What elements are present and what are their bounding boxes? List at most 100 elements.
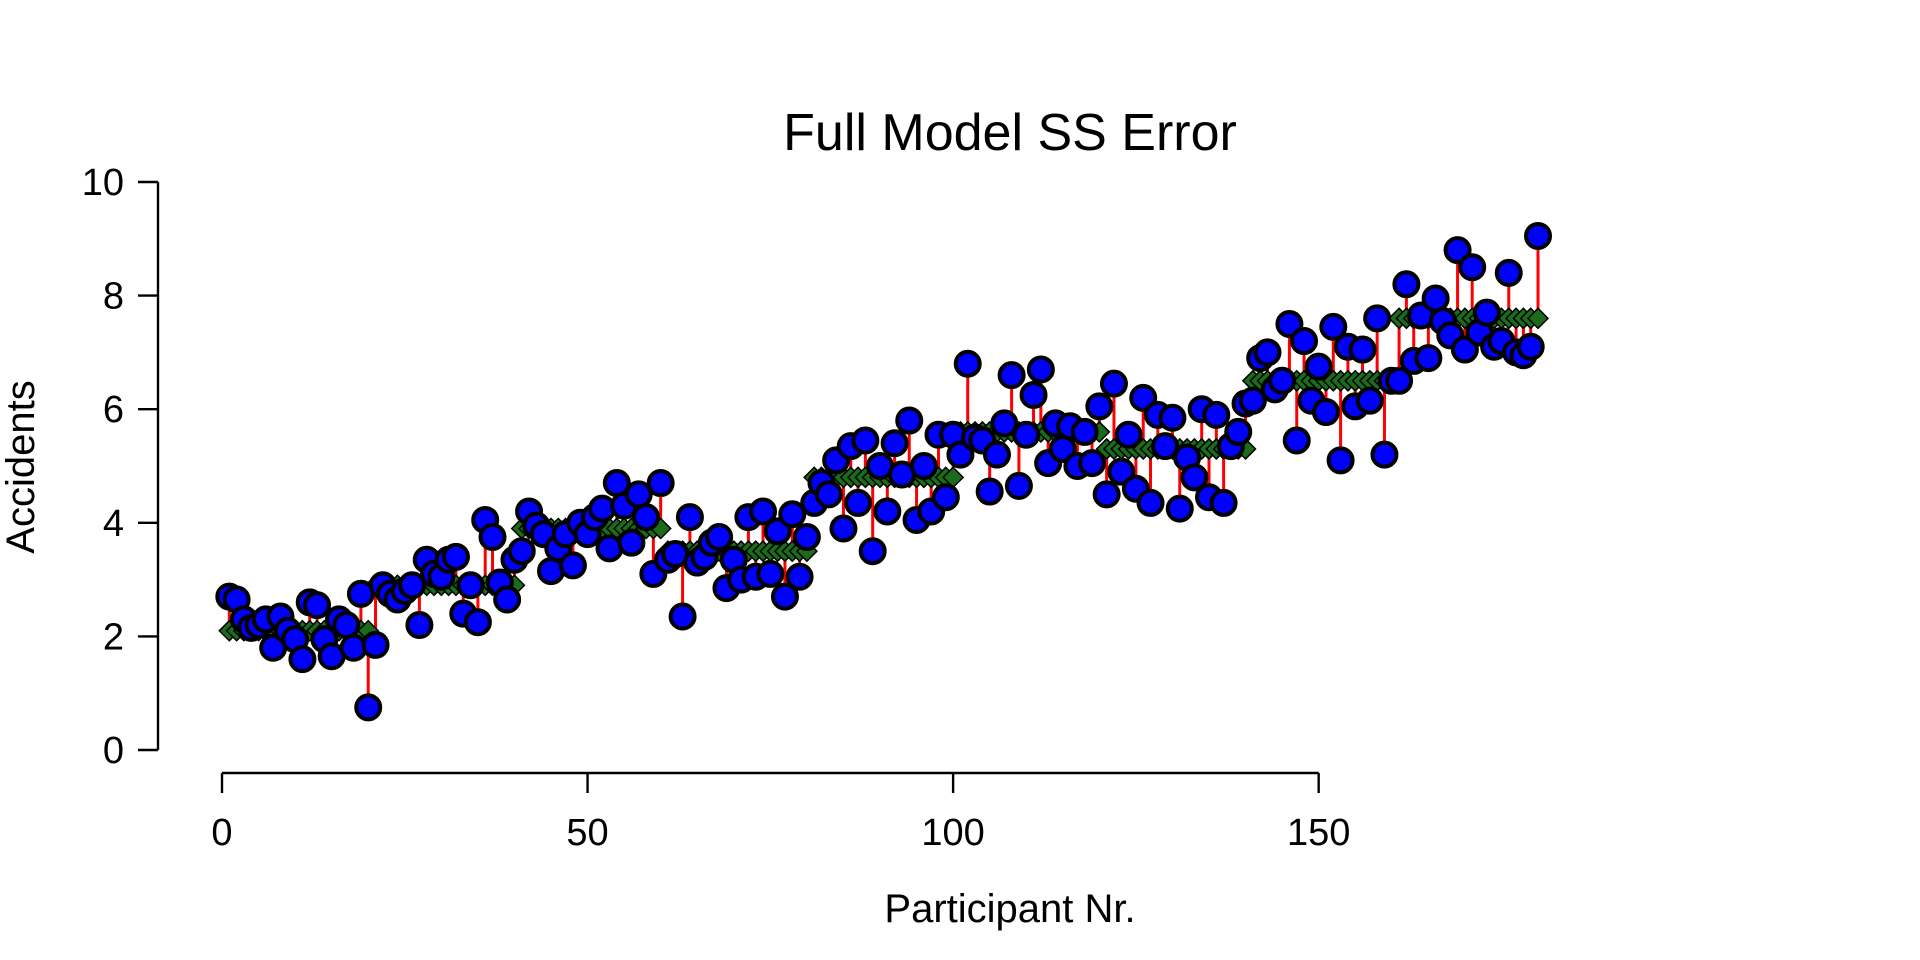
observed-point: [1004, 471, 1033, 500]
observed-point: [1202, 400, 1231, 429]
observed-point: [705, 523, 734, 551]
observed-point: [354, 693, 383, 722]
observed-point: [1363, 304, 1392, 333]
observed-point: [909, 452, 938, 480]
observed-point: [895, 406, 924, 435]
observed-point: [975, 477, 1004, 506]
observed-point: [332, 611, 361, 640]
observed-point: [646, 469, 675, 498]
observed-point: [1085, 392, 1114, 421]
observed-point: [873, 497, 902, 526]
observed-point: [1319, 312, 1348, 341]
observed-point: [953, 349, 982, 378]
observed-point: [770, 582, 799, 611]
observed-point: [946, 440, 975, 469]
observed-point: [1165, 494, 1194, 523]
observed-point: [814, 480, 843, 509]
observed-point: [617, 528, 646, 557]
observed-point: [1019, 381, 1048, 409]
model-point: [1526, 307, 1550, 330]
observed-point: [1224, 417, 1253, 446]
observed-point: [1282, 426, 1311, 455]
observed-point: [632, 503, 661, 532]
observed-point: [1326, 446, 1355, 475]
observed-point: [303, 591, 332, 620]
observed-point: [880, 429, 909, 458]
observed-point: [1078, 449, 1107, 478]
x-axis: 0 50 100 150: [211, 771, 1350, 854]
observed-point: [1026, 355, 1055, 384]
y-axis-label: Accidents: [0, 380, 43, 553]
y-tick-label: 2: [103, 616, 124, 658]
observed-point: [668, 602, 697, 631]
observed-point: [493, 585, 522, 614]
chart-title: Full Model SS Error: [783, 104, 1237, 162]
observed-point: [1355, 386, 1384, 415]
observed-point: [1136, 488, 1165, 517]
observed-point: [558, 551, 587, 580]
observed-point: [1129, 383, 1158, 412]
observed-point: [1450, 335, 1479, 364]
observed-point: [1516, 332, 1545, 361]
observed-point: [1253, 338, 1282, 367]
x-tick-label: 100: [921, 812, 984, 854]
observed-point: [844, 488, 873, 517]
observed-point: [749, 497, 778, 526]
observed-point: [756, 559, 785, 588]
observed-point: [1209, 488, 1238, 517]
y-tick-label: 0: [103, 730, 124, 772]
x-tick-label: 150: [1287, 812, 1350, 854]
observed-point: [1524, 221, 1552, 250]
observed-point: [1275, 310, 1304, 338]
observed-point: [1238, 386, 1267, 415]
x-axis-label: Participant Nr.: [884, 887, 1135, 931]
observed-point: [1180, 463, 1209, 492]
y-tick-label: 6: [103, 389, 124, 431]
observed-point: [507, 537, 536, 566]
observed-point: [1443, 236, 1472, 265]
observed-point: [405, 611, 434, 640]
observed-point: [675, 503, 704, 532]
observed-point: [1268, 366, 1297, 395]
observed-point: [288, 645, 317, 674]
observed-point: [1304, 352, 1333, 381]
observed-point: [1012, 420, 1041, 449]
observed-point: [858, 537, 887, 566]
observed-point: [463, 608, 492, 637]
observed-point: [990, 409, 1019, 438]
observed-point: [851, 426, 880, 455]
observed-point: [1348, 335, 1377, 364]
y-tick-label: 8: [103, 276, 124, 318]
observed-point: [1092, 480, 1121, 509]
observed-point: [1151, 432, 1180, 461]
observed-point: [829, 514, 858, 543]
observed-point: [441, 542, 470, 571]
observed-point: [1114, 420, 1143, 449]
observed-point: [763, 517, 792, 546]
observed-point: [1311, 398, 1340, 427]
observed-point: [982, 440, 1011, 469]
observed-point: [778, 500, 807, 529]
observed-point: [361, 630, 390, 659]
observed-point: [1494, 258, 1523, 287]
observed-point: [478, 523, 507, 551]
observed-point: [1472, 298, 1501, 327]
observed-point: [1099, 369, 1128, 398]
y-axis: 0 2 4 6 8 10: [82, 162, 160, 772]
observed-point: [1414, 344, 1443, 373]
observed-point: [997, 361, 1026, 390]
x-tick-label: 50: [566, 812, 608, 854]
observed-point: [456, 571, 485, 600]
observed-point: [1070, 417, 1099, 446]
observed-point: [1370, 440, 1399, 469]
observed-points: [215, 221, 1552, 722]
observed-point: [1392, 270, 1421, 299]
observed-point: [398, 571, 427, 600]
y-tick-label: 10: [82, 162, 124, 204]
observed-point: [931, 483, 960, 512]
observed-point: [785, 562, 814, 591]
observed-point: [1421, 284, 1450, 313]
y-tick-label: 4: [103, 503, 124, 545]
observed-point: [1158, 403, 1187, 432]
